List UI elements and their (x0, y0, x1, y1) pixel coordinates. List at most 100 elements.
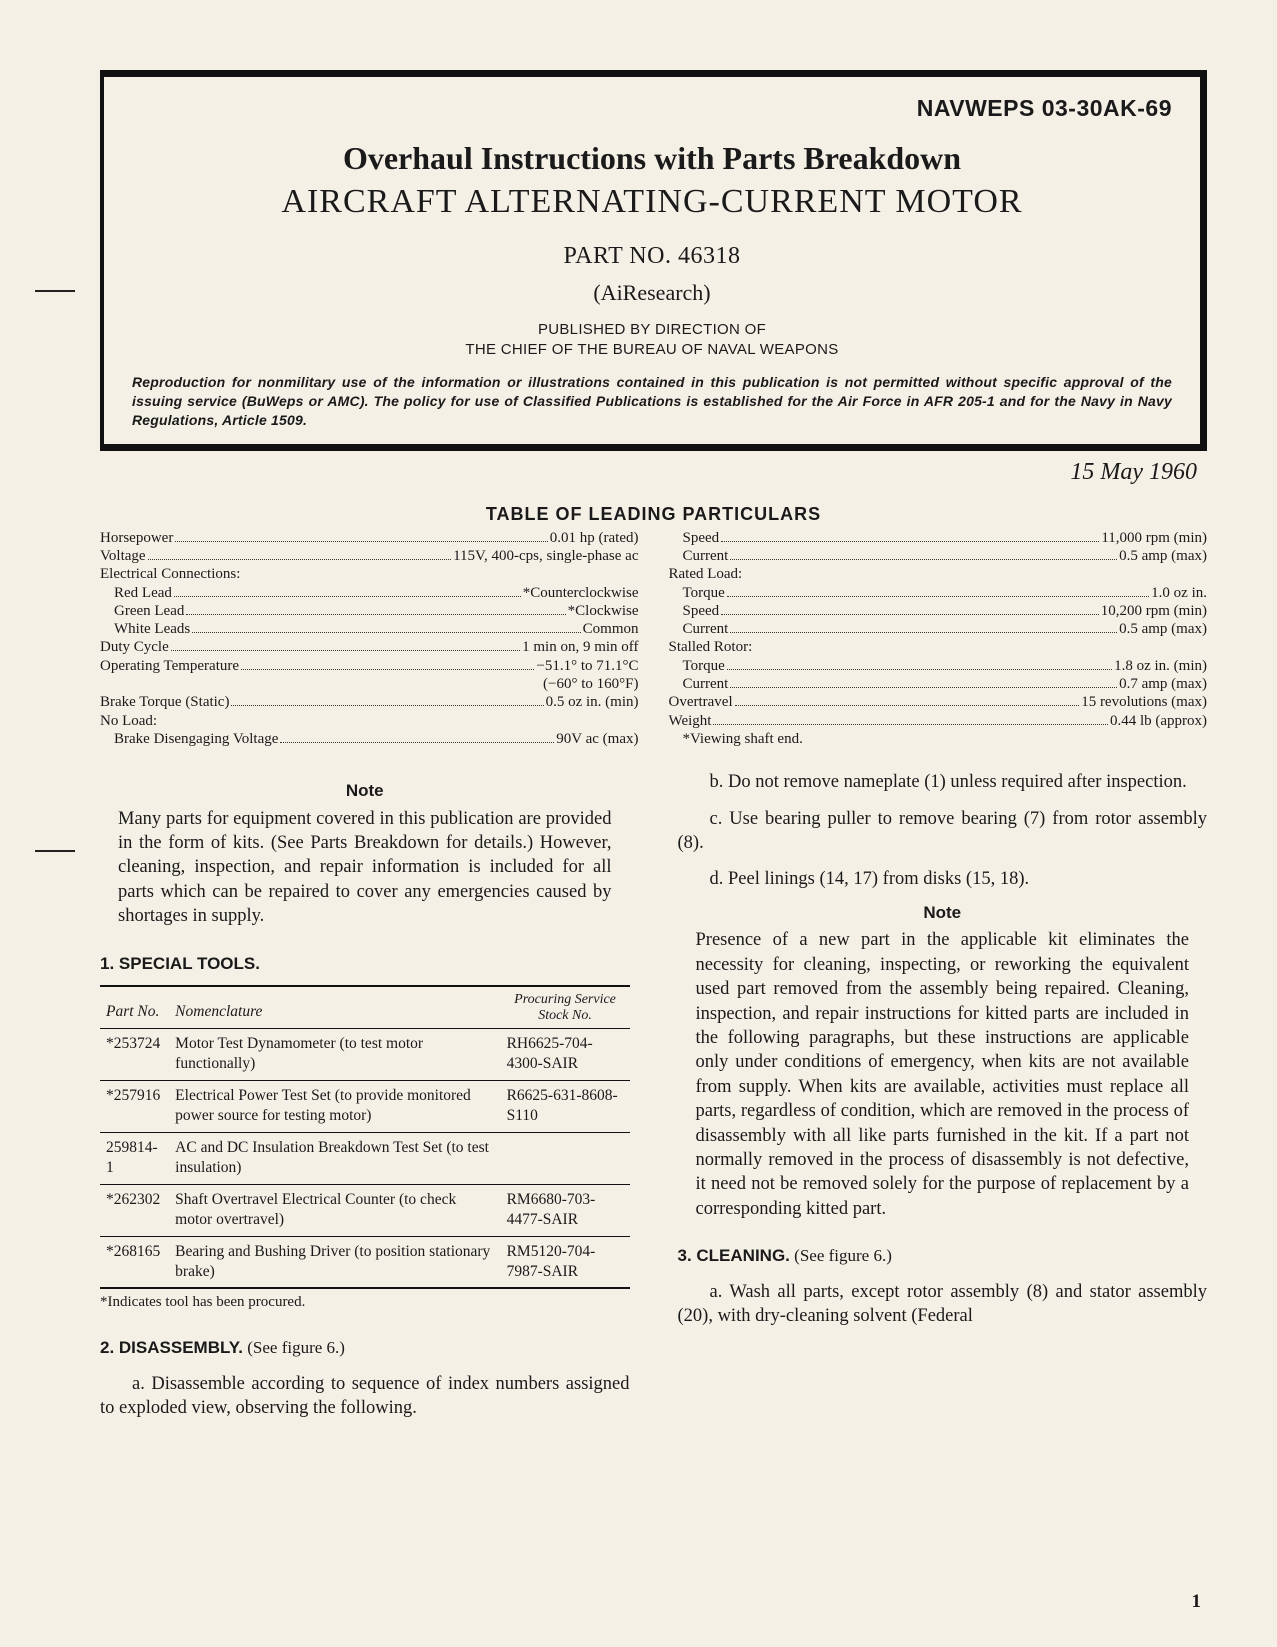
note-heading: Note (678, 902, 1208, 924)
particulars-value: 1.8 oz in. (min) (1114, 657, 1207, 675)
particulars-table: Horsepower0.01 hp (rated)Voltage 115V, 40… (100, 529, 1207, 749)
particulars-value: 115V, 400-cps, single-phase ac (453, 547, 638, 565)
table-row: 259814-1AC and DC Insulation Breakdown T… (100, 1132, 630, 1184)
para-2d: d. Peel linings (14, 17) from disks (15,… (678, 867, 1208, 891)
document-page: NAVWEPS 03-30AK-69 Overhaul Instructions… (0, 0, 1277, 1647)
particulars-value: 1.0 oz in. (1151, 584, 1207, 602)
particulars-row: Speed 11,000 rpm (min) (669, 529, 1208, 547)
manufacturer: (AiResearch) (132, 280, 1172, 306)
particulars-label: Voltage (100, 547, 146, 565)
cell-stock-no: RM5120-704-7987-SAIR (501, 1236, 630, 1288)
particulars-value: *Counterclockwise (523, 584, 639, 602)
particulars-row: Stalled Rotor: (669, 638, 1208, 656)
cell-nomenclature: Shaft Overtravel Electrical Counter (to … (169, 1184, 500, 1236)
particulars-title: TABLE OF LEADING PARTICULARS (100, 504, 1207, 525)
particulars-row: Torque 1.8 oz in. (min) (669, 657, 1208, 675)
particulars-value: 15 revolutions (max) (1081, 693, 1207, 711)
cell-stock-no: RH6625-704-4300-SAIR (501, 1028, 630, 1080)
particulars-row: Voltage 115V, 400-cps, single-phase ac (100, 547, 639, 565)
note-body: Presence of a new part in the applicable… (678, 928, 1208, 1221)
particulars-row: Horsepower0.01 hp (rated) (100, 529, 639, 547)
particulars-value: 0.5 oz in. (min) (546, 693, 639, 711)
particulars-value: 0.5 amp (max) (1119, 547, 1207, 565)
page-number: 1 (1192, 1591, 1202, 1613)
reproduction-notice: Reproduction for nonmilitary use of the … (132, 373, 1172, 430)
para-2b: b. Do not remove nameplate (1) unless re… (678, 770, 1208, 794)
particulars-row: Green Lead*Clockwise (100, 602, 639, 620)
particulars-left-column: Horsepower0.01 hp (rated)Voltage 115V, 40… (100, 529, 639, 749)
particulars-value: 0.7 amp (max) (1119, 675, 1207, 693)
section-3-heading: 3. CLEANING. (See figure 6.) (678, 1245, 1208, 1267)
particulars-value: 11,000 rpm (min) (1101, 529, 1207, 547)
cell-part-no: *262302 (100, 1184, 169, 1236)
para-2a: a. Disassemble according to sequence of … (100, 1372, 630, 1421)
particulars-label: No Load: (100, 712, 157, 730)
right-column: b. Do not remove nameplate (1) unless re… (678, 770, 1208, 1420)
particulars-value: 0.5 amp (max) (1119, 620, 1207, 638)
particulars-label: Brake Disengaging Voltage (114, 730, 278, 748)
body-columns: Note Many parts for equipment covered in… (100, 770, 1207, 1420)
particulars-label: Duty Cycle (100, 638, 169, 656)
particulars-label: Torque (683, 584, 725, 602)
part-number: PART NO. 46318 (132, 243, 1172, 270)
particulars-row: White LeadsCommon (100, 620, 639, 638)
table-row: *257916Electrical Power Test Set (to pro… (100, 1080, 630, 1132)
table-row: *262302Shaft Overtravel Electrical Count… (100, 1184, 630, 1236)
particulars-row: No Load: (100, 712, 639, 730)
particulars-row: Red Lead *Counterclockwise (100, 584, 639, 602)
table-row: *253724Motor Test Dynamometer (to test m… (100, 1028, 630, 1080)
cell-part-no: *268165 (100, 1236, 169, 1288)
particulars-label: Current (683, 547, 729, 565)
document-number: NAVWEPS 03-30AK-69 (132, 95, 1172, 122)
particulars-row: Torque 1.0 oz in. (669, 584, 1208, 602)
particulars-row: Overtravel 15 revolutions (max) (669, 693, 1208, 711)
particulars-label: *Viewing shaft end. (683, 730, 803, 748)
special-tools-table: Part No. Nomenclature Procuring Service … (100, 985, 630, 1289)
particulars-value: −51.1° to 71.1°C (536, 657, 638, 675)
particulars-row: Brake Torque (Static)0.5 oz in. (min) (100, 693, 639, 711)
cell-nomenclature: Bearing and Bushing Driver (to position … (169, 1236, 500, 1288)
cell-nomenclature: Electrical Power Test Set (to provide mo… (169, 1080, 500, 1132)
tools-footnote: *Indicates tool has been procured. (100, 1293, 630, 1313)
note-heading: Note (100, 780, 630, 802)
title-line-1: Overhaul Instructions with Parts Breakdo… (132, 140, 1172, 177)
cell-part-no: *257916 (100, 1080, 169, 1132)
para-2c: c. Use bearing puller to remove bearing … (678, 807, 1208, 856)
particulars-row: Current 0.5 amp (max) (669, 547, 1208, 565)
particulars-label: Stalled Rotor: (669, 638, 753, 656)
particulars-value: *Clockwise (568, 602, 639, 620)
particulars-label: Operating Temperature (100, 657, 239, 675)
particulars-value: 0.44 lb (approx) (1110, 712, 1207, 730)
particulars-label: White Leads (114, 620, 190, 638)
particulars-row: Operating Temperature −51.1° to 71.1°C (100, 657, 639, 675)
col-part-no: Part No. (100, 986, 169, 1028)
cell-stock-no: RM6680-703-4477-SAIR (501, 1184, 630, 1236)
pub-line-1: PUBLISHED BY DIRECTION OF (538, 321, 766, 338)
particulars-value: 1 min on, 9 min off (522, 638, 638, 656)
particulars-label: Speed (683, 602, 720, 620)
cell-nomenclature: Motor Test Dynamometer (to test motor fu… (169, 1028, 500, 1080)
title-line-2: AIRCRAFT ALTERNATING-CURRENT MOTOR (132, 183, 1172, 221)
particulars-value: 0.01 hp (rated) (550, 529, 639, 547)
particulars-label: Torque (683, 657, 725, 675)
particulars-label: Overtravel (669, 693, 733, 711)
para-3a: a. Wash all parts, except rotor assembly… (678, 1280, 1208, 1329)
particulars-label: Speed (683, 529, 720, 547)
title-frame: NAVWEPS 03-30AK-69 Overhaul Instructions… (100, 70, 1207, 451)
particulars-row: Speed 10,200 rpm (min) (669, 602, 1208, 620)
particulars-right-column: Speed 11,000 rpm (min) Current 0.5 amp (max… (669, 529, 1208, 749)
left-column: Note Many parts for equipment covered in… (100, 770, 630, 1420)
particulars-row: Duty Cycle 1 min on, 9 min off (100, 638, 639, 656)
particulars-row: (−60° to 160°F) (100, 675, 639, 693)
particulars-label: Weight (669, 712, 712, 730)
particulars-label: Current (683, 620, 729, 638)
cell-nomenclature: AC and DC Insulation Breakdown Test Set … (169, 1132, 500, 1184)
particulars-value: (−60° to 160°F) (543, 675, 638, 693)
col-nomenclature: Nomenclature (169, 986, 500, 1028)
particulars-row: Electrical Connections: (100, 565, 639, 583)
particulars-value: 10,200 rpm (min) (1101, 602, 1207, 620)
particulars-label: Red Lead (114, 584, 172, 602)
margin-tick (35, 290, 75, 292)
particulars-row: *Viewing shaft end. (669, 730, 1208, 748)
particulars-label: Current (683, 675, 729, 693)
